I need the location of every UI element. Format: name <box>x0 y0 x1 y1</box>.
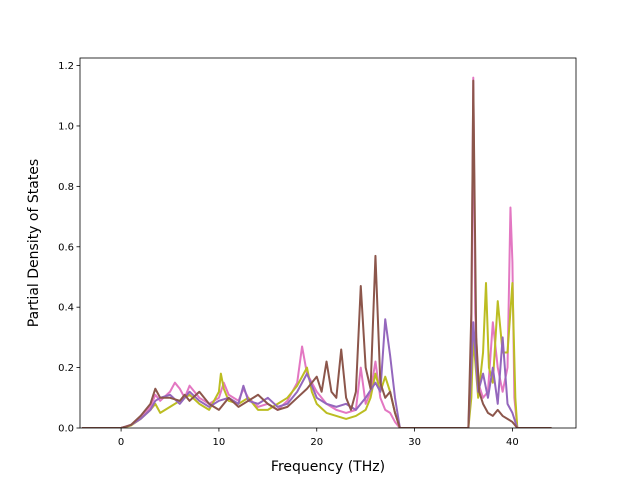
series-line-4 <box>81 79 552 428</box>
x-tick-label: 0 <box>118 437 124 448</box>
x-axis-ticks: 0 10 20 30 40 <box>118 428 519 448</box>
x-tick-label: 20 <box>310 437 323 448</box>
x-tick-label: 40 <box>506 437 519 448</box>
y-axis-label: Partial Density of States <box>26 159 42 327</box>
y-tick-label: 0.2 <box>58 363 74 374</box>
y-tick-label: 0.0 <box>58 424 74 435</box>
y-tick-label: 1.0 <box>58 121 74 132</box>
series-line-3 <box>81 318 552 428</box>
x-tick-label: 30 <box>408 437 421 448</box>
x-axis-label: Frequency (THz) <box>271 459 385 475</box>
y-axis-ticks: 0.0 0.2 0.4 0.6 0.8 1.0 1.2 <box>58 61 80 435</box>
y-tick-label: 0.8 <box>58 182 74 193</box>
y-tick-label: 1.2 <box>58 61 74 72</box>
y-tick-label: 0.4 <box>58 303 74 314</box>
y-tick-label: 0.6 <box>58 242 74 253</box>
plot-area <box>81 76 552 428</box>
axes-frame <box>79 57 577 429</box>
x-tick-label: 10 <box>213 437 226 448</box>
